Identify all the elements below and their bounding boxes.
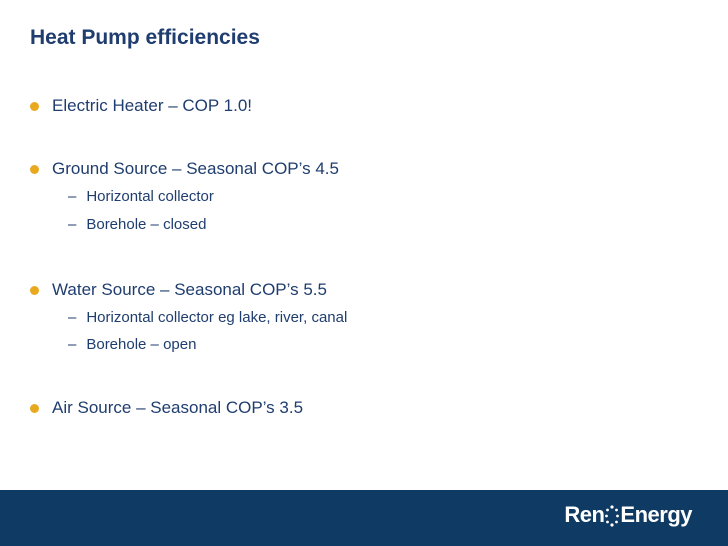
footer-bar: Ren Energy [0, 490, 728, 546]
bullet-text: Air Source – Seasonal COP’s 3.5 [52, 398, 304, 417]
dash-icon: – [68, 336, 77, 353]
sub-item-text: Borehole – open [86, 336, 197, 353]
slide-title: Heat Pump efficiencies [30, 26, 260, 49]
bullet-electric-heater: Electric Heater – COP 1.0! [30, 96, 252, 116]
dash-icon: – [68, 216, 77, 233]
dash-icon: – [68, 188, 77, 205]
bullet-text: Water Source – Seasonal COP’s 5.5 [52, 280, 327, 299]
bullet-dot-icon [30, 403, 39, 413]
bullet-ground-source: Ground Source – Seasonal COP’s 4.5 [30, 159, 339, 179]
logo-text-energy: Energy [620, 502, 692, 527]
bullet-water-source: Water Source – Seasonal COP’s 5.5 [30, 280, 327, 300]
gear-icon [605, 504, 620, 527]
dash-icon: – [68, 309, 77, 326]
bullet-dot-icon [30, 285, 39, 295]
bullet-dot-icon [30, 164, 39, 174]
sub-item-text: Horizontal collector [86, 188, 214, 205]
renenergy-logo: Ren Energy [564, 502, 692, 528]
bullet-text: Ground Source – Seasonal COP’s 4.5 [52, 159, 339, 178]
sub-item: – Horizontal collector eg lake, river, c… [68, 309, 347, 326]
sub-item-text: Horizontal collector eg lake, river, can… [86, 309, 348, 326]
sub-item: – Borehole – closed [68, 216, 206, 233]
sub-item-text: Borehole – closed [86, 216, 207, 233]
bullet-air-source: Air Source – Seasonal COP’s 3.5 [30, 398, 303, 418]
bullet-dot-icon [30, 101, 39, 111]
bullet-text: Electric Heater – COP 1.0! [52, 96, 252, 115]
sub-item: – Horizontal collector [68, 188, 214, 205]
logo-text-ren: Ren [564, 502, 605, 527]
sub-item: – Borehole – open [68, 336, 196, 353]
